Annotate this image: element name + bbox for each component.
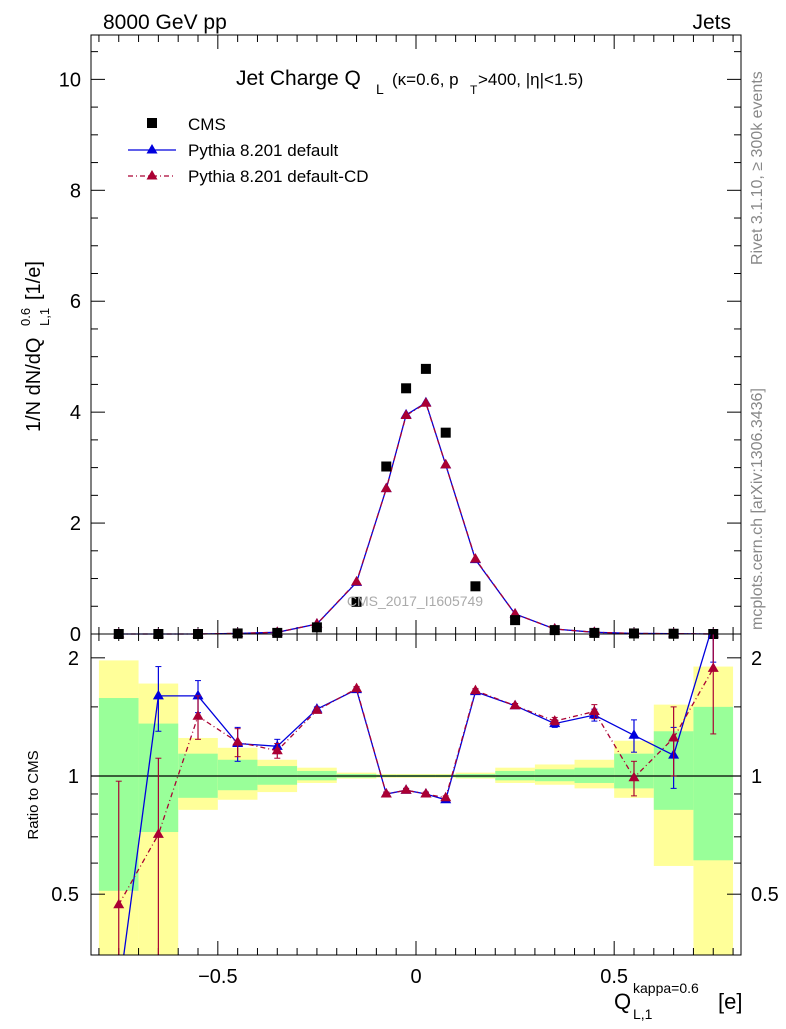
main-ylabel-unit: [1/e]	[23, 261, 45, 300]
ratio-cd-point	[628, 771, 640, 782]
ratio-default-point	[152, 689, 164, 700]
legend-cd-label: Pythia 8.201 default-CD	[188, 167, 369, 186]
main-ytick-label: 6	[70, 291, 81, 313]
ratio-default-line	[123, 634, 711, 955]
ratio-cd-point	[707, 662, 719, 672]
x-tick-label: 0	[410, 966, 421, 988]
main-ylabel-sup: 0.6	[18, 308, 33, 326]
ratio-frame	[90, 633, 742, 956]
cms-point	[311, 622, 322, 633]
cms-point	[401, 383, 412, 394]
x-tick-label: −0.5	[198, 966, 237, 988]
legend-default-marker	[146, 144, 158, 154]
legend-default-label: Pythia 8.201 default	[188, 141, 339, 160]
legend-cd-marker	[146, 170, 158, 180]
side-rivet-label: Rivet 3.1.10, ≥ 300k events	[749, 71, 766, 265]
main-ytick-label: 2	[70, 513, 81, 535]
ratio-cd-point	[113, 898, 125, 909]
cms-point	[272, 627, 283, 638]
main-ytick-label: 0	[70, 624, 81, 646]
ratio-cd-point	[271, 744, 283, 755]
header-right: Jets	[692, 11, 731, 34]
legend-cms-marker	[147, 118, 157, 128]
title-cond-sub: T	[470, 83, 478, 97]
ratio-cd-point	[311, 704, 323, 714]
cms-point	[589, 627, 600, 638]
ratio-ytick-label-right: 2	[751, 648, 762, 670]
main-ylabel: 1/N dN/dQ 0.6 L,1 [1/e]	[18, 261, 52, 432]
cms-point	[232, 628, 243, 639]
ratio-ylabel: Ratio to CMS	[25, 750, 42, 839]
ratio-cd-point	[152, 828, 164, 838]
side-mcplots-label: mcplots.cern.ch [arXiv:1306.3436]	[749, 388, 766, 630]
title-text: Jet Charge Q	[236, 67, 361, 90]
main-ylabel-text: 1/N dN/dQ	[23, 338, 45, 432]
ratio-bands	[98, 660, 734, 955]
xlabel-sub: L,1	[633, 1006, 653, 1022]
cms-point	[440, 427, 451, 438]
watermark: CMS_2017_I1605749	[347, 593, 483, 609]
ratio-cd-point	[400, 784, 412, 794]
pythia-cd-point	[351, 575, 363, 586]
ratio-cd-point	[509, 699, 521, 710]
cms-point	[381, 461, 392, 472]
cms-point	[510, 615, 521, 626]
main-plot: 0 2 4 6 8 10	[59, 35, 741, 646]
cms-point	[628, 628, 639, 639]
cms-point	[549, 625, 560, 636]
ratio-ytick-label-left: 0.5	[51, 884, 79, 906]
ratio-cd-point	[192, 710, 204, 720]
main-title: Jet Charge Q L (κ=0.6, p T >400, |η|<1.5…	[236, 67, 583, 97]
title-sub: L	[376, 81, 384, 97]
ratio-cd-point	[380, 787, 392, 798]
main-ylabel-sub: L,1	[37, 308, 52, 326]
legend: CMS Pythia 8.201 default Pythia 8.201 de…	[128, 115, 369, 186]
pythia-cd-point	[420, 397, 432, 407]
pythia-cd-point	[380, 482, 392, 493]
xlabel-unit: [e]	[718, 989, 742, 1014]
ratio-ytick-label-left: 1	[68, 766, 79, 788]
title-cond-1: (κ=0.6, p	[392, 70, 459, 89]
ratio-ytick-label-right: 0.5	[751, 884, 779, 906]
band-inner-bin	[534, 769, 575, 782]
ratio-cd-point	[668, 731, 680, 742]
main-ytick-label: 4	[70, 402, 81, 424]
pythia-cd-point	[400, 409, 412, 419]
ratio-cd-point	[420, 787, 432, 798]
ratio-cd-line	[118, 668, 714, 906]
ratio-default-point	[113, 987, 124, 997]
header-left: 8000 GeV pp	[103, 11, 227, 34]
ratio-plot: −0.5 0 0.5 0.5 0.5 1 1 2 2	[51, 617, 779, 997]
ratio-cd-point	[588, 705, 600, 715]
xlabel-main: Q	[614, 989, 631, 1014]
title-cond-2: >400, |η|<1.5)	[478, 70, 583, 89]
ratio-cd-point	[232, 736, 244, 746]
ratio-cd-point	[351, 682, 363, 693]
cms-point	[420, 363, 431, 374]
legend-cms-label: CMS	[188, 115, 226, 134]
cms-point	[470, 581, 481, 592]
xlabel-sup: kappa=0.6	[633, 980, 699, 996]
ratio-default-point	[628, 729, 640, 739]
ratio-ytick-label-right: 1	[751, 766, 762, 788]
main-ytick-label: 8	[70, 180, 81, 202]
ratio-cd-point	[549, 715, 561, 725]
main-ytick-label: 10	[59, 69, 81, 91]
band-inner-bin	[217, 759, 258, 791]
x-axis-label: Q kappa=0.6 L,1 [e]	[614, 980, 742, 1022]
ratio-series	[113, 617, 719, 997]
ratio-cd-point	[440, 791, 452, 802]
ratio-ytick-label-left: 2	[68, 648, 79, 670]
ratio-default-point	[708, 617, 719, 627]
ratio-default-point	[192, 689, 204, 700]
cms-point	[351, 596, 362, 607]
pythia-cd-point	[469, 553, 481, 563]
pythia-cd-point	[440, 458, 452, 469]
x-tick-label: 0.5	[600, 966, 628, 988]
band-inner-bin	[574, 767, 615, 783]
ratio-cd-point	[469, 684, 481, 695]
